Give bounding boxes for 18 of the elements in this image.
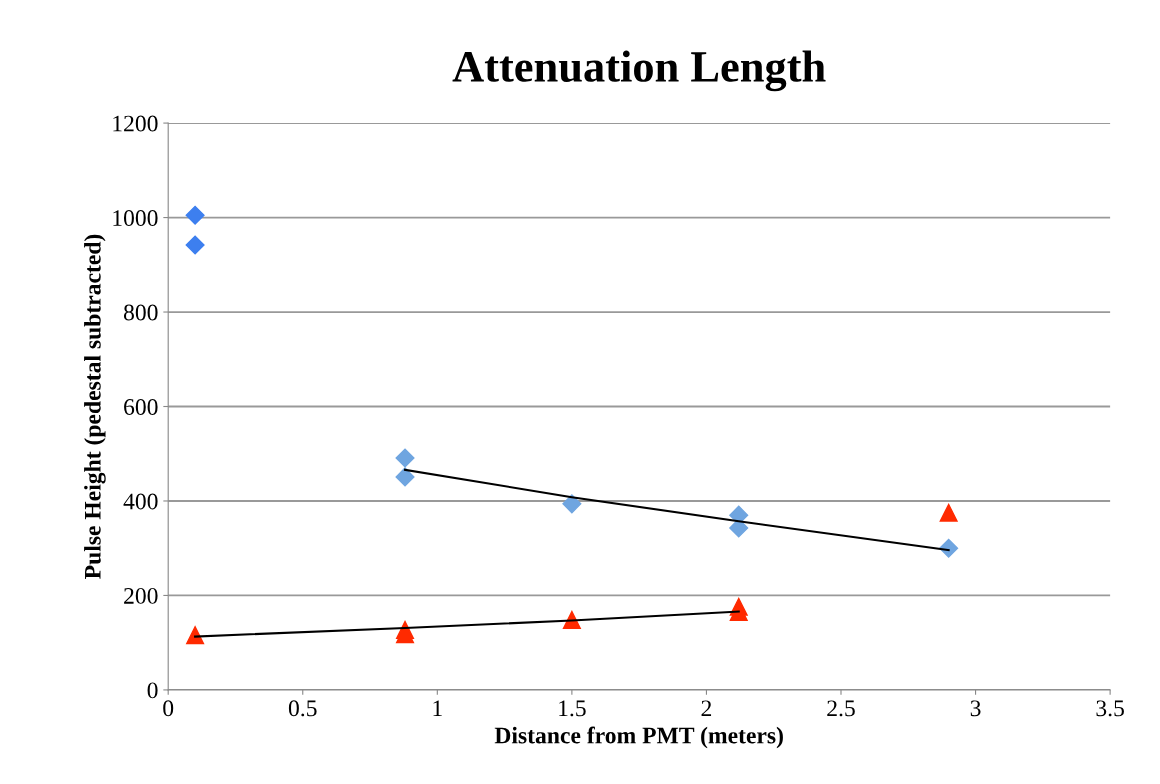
x-tick-label: 3 [970,700,981,717]
x-tick-label: 0 [163,700,174,717]
x-tick-label: 1 [433,700,442,717]
x-tick-label: 0.5 [288,700,317,717]
y-tick-label: 1000 [113,210,158,226]
x-tick-label: 3.5 [1096,700,1124,717]
x-tick-label: 2 [701,700,712,717]
x-tick-label: 2.5 [827,700,855,717]
y-tick-label: 200 [124,587,158,604]
chart-title: Attenuation Length [452,50,826,92]
y-tick-label: 600 [124,398,158,415]
y-tick-label: 400 [123,493,158,510]
y-tick-label: 800 [123,304,158,321]
x-tick-label: 1.5 [559,700,586,717]
y-tick-label: 0 [147,682,158,699]
y-axis-title: Pulse Height (pedestal subtracted) [84,234,106,579]
x-axis-title: Distance from PMT (meters) [494,726,783,749]
y-tick-label: 1200 [113,115,158,132]
